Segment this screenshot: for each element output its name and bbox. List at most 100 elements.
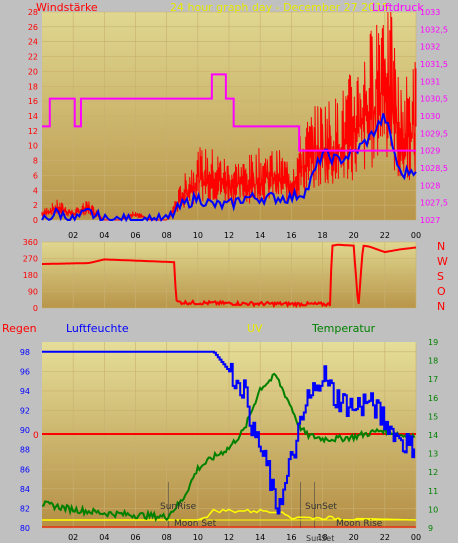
- top-right-tick-label: 1031,5: [420, 60, 448, 69]
- top-x-tick-label: 14: [255, 231, 265, 240]
- mid-left-ticks: 0 90 180 270 360: [23, 238, 38, 313]
- top-x-tick-label: 04: [99, 231, 109, 240]
- top-left-tick-label: 28: [28, 8, 38, 17]
- title-luftdruck: Luftdruck: [372, 1, 424, 14]
- top-left-tick-label: 8: [33, 157, 38, 166]
- bottom-right-tick-label: 16: [428, 394, 438, 403]
- bottom-x-tick-label: 20: [349, 533, 359, 542]
- top-left-tick-label: 6: [33, 171, 38, 180]
- bottom-right-tick-label: 9: [428, 524, 433, 533]
- top-x-tick-label: 18: [317, 231, 327, 240]
- bottom-right-tick-label: 11: [428, 487, 438, 496]
- top-right-tick-label: 1031: [420, 77, 440, 86]
- title-temperatur: Temperatur: [311, 322, 376, 335]
- annotation-sunset-bottom: SunSet: [306, 534, 334, 543]
- bottom-right-tick-label: 12: [428, 468, 438, 477]
- top-x-tick-label: 02: [68, 231, 78, 240]
- bottom-left-tick-label: 92: [20, 407, 30, 416]
- mid-series: [42, 243, 417, 309]
- top-x-tick-label: 20: [349, 231, 359, 240]
- top-x-tick-label: 06: [130, 231, 140, 240]
- top-x-tick-label: 12: [224, 231, 234, 240]
- bottom-right-tick-label: 19: [428, 338, 438, 347]
- temperature-line: [41, 372, 416, 523]
- top-x-ticks: 02 04 06 08 10 12 14 16 18 20 22 00: [68, 231, 421, 240]
- bottom-x-tick-label: 10: [193, 533, 203, 542]
- top-left-tick-label: 10: [28, 142, 38, 151]
- top-left-tick-label: 16: [28, 97, 38, 106]
- bottom-x-tick-label: 08: [162, 533, 172, 542]
- top-left-tick-label: 0: [33, 216, 38, 225]
- mid-left-tick-label: 90: [28, 288, 38, 297]
- top-right-ticks: 1027 1027,5 1028 1028,5 1029 1029,5 1030 1030,5…: [420, 8, 448, 225]
- bottom-x-ticks: 02 04 06 08 10 12 14 16 18 20 22 00: [68, 533, 421, 542]
- top-left-tick-label: 20: [28, 67, 38, 76]
- bottom-right-tick-label: 17: [428, 375, 438, 384]
- top-right-tick-label: 1032,5: [420, 25, 448, 34]
- top-x-tick-label: 16: [286, 231, 296, 240]
- top-left-tick-label: 26: [28, 23, 38, 32]
- top-left-tick-label: 4: [33, 186, 38, 195]
- top-x-tick-label: 22: [380, 231, 390, 240]
- bottom-x-tick-label: 02: [68, 533, 78, 542]
- top-left-tick-label: 22: [28, 53, 38, 62]
- pressure-line: [42, 73, 416, 152]
- bottom-right-tick-label: 15: [428, 412, 438, 421]
- bottom-left-tick-label: 96: [20, 367, 30, 376]
- bottom-x-tick-label: 04: [99, 533, 109, 542]
- bottom-left-tick-label: 88: [20, 446, 30, 455]
- top-x-tick-label: 08: [162, 231, 172, 240]
- bottom-x-tick-label: 00: [411, 533, 421, 542]
- bottom-left-tick-label: 86: [20, 465, 30, 474]
- bottom-right-tick-label: 13: [428, 450, 438, 459]
- bottom-left-tick-label: 82: [20, 504, 30, 513]
- title-graph: 24 hour graph day - December 27 2015: [170, 1, 389, 14]
- bottom-right-tick-label: 10: [428, 505, 438, 514]
- top-left-tick-label: 24: [28, 38, 38, 47]
- annotation-sunrise: SunRise: [160, 502, 197, 512]
- top-right-tick-label: 1030: [420, 112, 440, 121]
- uv-line: [42, 508, 417, 521]
- bottom-x-tick-label: 06: [130, 533, 140, 542]
- top-left-tick-label: 18: [28, 82, 38, 91]
- compass-label: O: [437, 285, 446, 298]
- mid-grid: [42, 241, 417, 309]
- top-right-tick-label: 1029: [420, 147, 440, 156]
- humidity-line: [42, 350, 416, 515]
- title-luftfeuchte: Luftfeuchte: [66, 322, 129, 335]
- annotation-sunset: SunSet: [305, 502, 337, 512]
- compass-label: N: [437, 300, 445, 313]
- mid-left-tick-label: 360: [23, 238, 38, 247]
- bottom-left-tick-label: 84: [20, 485, 30, 494]
- top-right-tick-label: 1028: [420, 181, 440, 190]
- bottom-x-tick-label: 16: [286, 533, 296, 542]
- top-x-tick-label: 10: [193, 231, 203, 240]
- top-right-tick-label: 1032: [420, 43, 440, 52]
- top-right-tick-label: 1027,5: [420, 199, 448, 208]
- top-right-tick-label: 1027: [420, 216, 440, 225]
- top-left-tick-label: 2: [33, 201, 38, 210]
- compass-label: W: [437, 255, 448, 268]
- bottom-series: [41, 350, 417, 523]
- bottom-left-tick-label: 94: [20, 387, 30, 396]
- mid-left-tick-label: 0: [33, 304, 38, 313]
- annotation-moonset: Moon Set: [174, 519, 217, 529]
- bottom-x-tick-label: 22: [380, 533, 390, 542]
- title-windstaerke: Windstärke: [36, 1, 98, 14]
- mid-left-tick-label: 180: [23, 271, 38, 280]
- top-left-tick-label: 12: [28, 127, 38, 136]
- top-grid: [42, 11, 417, 221]
- bottom-x-tick-label: 18: [317, 533, 327, 542]
- top-series: [41, 11, 417, 223]
- bottom-right-tick-label: 14: [428, 431, 438, 440]
- bottom-left-tick-label: 90: [20, 426, 30, 435]
- bottom-x-tick-label: 12: [224, 533, 234, 542]
- top-right-tick-label: 1028,5: [420, 164, 448, 173]
- bottom-left-tick-label: 98: [20, 348, 30, 357]
- top-right-tick-label: 1033: [420, 8, 440, 17]
- top-right-tick-label: 1029,5: [420, 129, 448, 138]
- top-right-tick-label: 1030,5: [420, 95, 448, 104]
- bottom-left-tick-label: 80: [20, 524, 30, 533]
